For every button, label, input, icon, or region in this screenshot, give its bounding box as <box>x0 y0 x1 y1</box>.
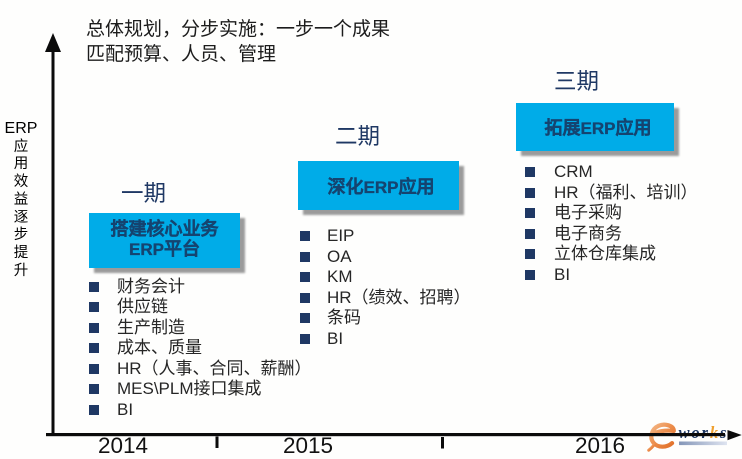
svg-text:works: works <box>679 423 729 442</box>
